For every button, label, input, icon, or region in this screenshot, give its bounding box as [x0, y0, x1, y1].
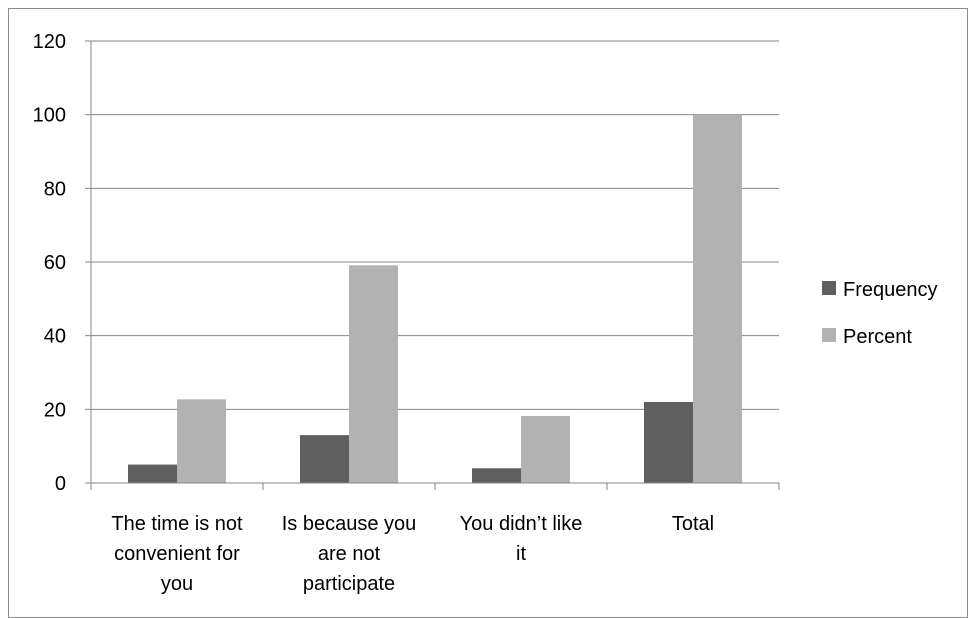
legend: Frequency Percent: [822, 279, 938, 348]
x-category-label: Is because you are not participate: [282, 513, 417, 595]
legend-label-frequency: Frequency: [843, 279, 938, 301]
legend-swatch-frequency: [822, 281, 836, 295]
y-tick-label: 20: [44, 399, 66, 421]
bar-percent-2: [521, 415, 570, 483]
bar-frequency-0: [128, 464, 177, 483]
y-tick-label: 80: [44, 178, 66, 200]
y-tick-label: 40: [44, 326, 66, 348]
bars: [128, 114, 742, 484]
x-category-label: Total: [672, 513, 714, 535]
y-axis: 0 20 40 60 80 100 120: [33, 31, 92, 495]
bar-frequency-2: [472, 468, 521, 483]
y-tick-label: 100: [33, 105, 66, 127]
chart-frame: [8, 8, 968, 618]
x-axis: The time is not convenient for you Is becau…: [90, 482, 780, 595]
bar-frequency-3: [644, 401, 693, 483]
y-tick-label: 120: [33, 31, 66, 53]
legend-label-percent: Percent: [843, 326, 912, 348]
y-tick-label: 0: [55, 473, 66, 495]
bar-percent-1: [349, 265, 398, 483]
y-tick-label: 60: [44, 252, 66, 274]
x-category-label: You didn’t like it: [460, 513, 583, 565]
gridlines: [91, 40, 779, 410]
bar-frequency-1: [300, 435, 349, 483]
bar-percent-0: [177, 399, 226, 483]
bar-percent-3: [693, 114, 742, 484]
x-category-label: The time is not convenient for you: [111, 513, 243, 595]
legend-swatch-percent: [822, 328, 836, 342]
